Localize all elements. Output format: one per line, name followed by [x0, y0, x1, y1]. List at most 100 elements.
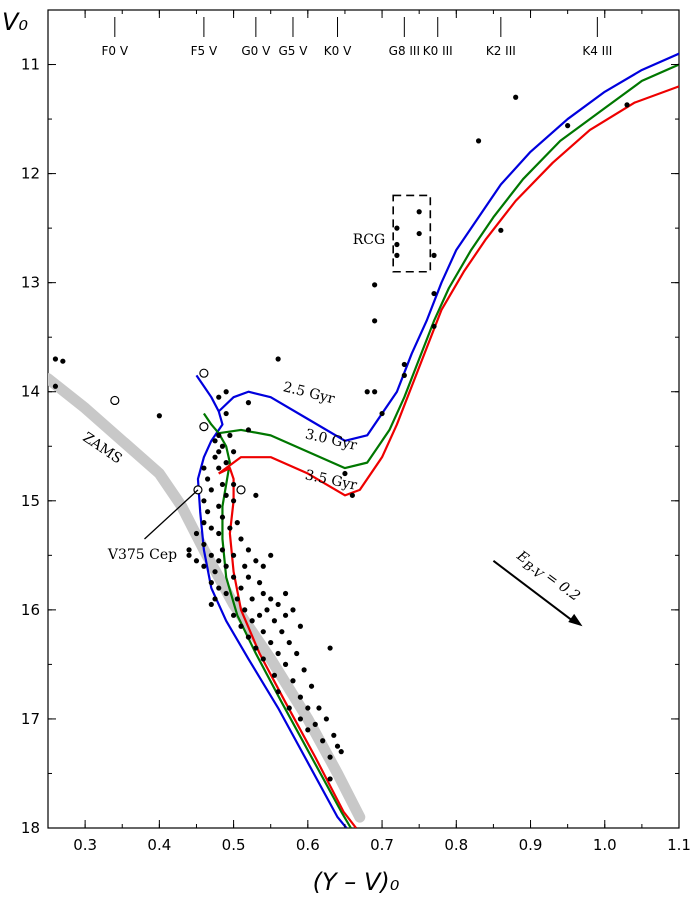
star-point [327, 776, 333, 782]
x-tick-label: 0.7 [370, 836, 394, 854]
star-point [223, 590, 229, 597]
star-point [253, 645, 259, 651]
star-point [208, 601, 214, 608]
star-point [394, 241, 400, 248]
star-point [282, 612, 289, 618]
star-point [253, 558, 259, 564]
star-point [260, 629, 266, 635]
isochrone-label: 3.5 Gyr [304, 467, 359, 494]
spectral-type-labels: F0 V F5 V G0 V G5 V K0 V G8 III K0 III K2 III K4… [102, 17, 612, 58]
star-point [327, 754, 333, 760]
star-point [212, 569, 218, 575]
star-point [401, 361, 407, 368]
star-point [394, 225, 400, 231]
star-point [230, 612, 237, 618]
star-point [256, 612, 263, 618]
star-point [260, 656, 266, 662]
star-point [323, 716, 329, 722]
x-axis-title: (Y – V)₀ [313, 868, 400, 896]
spectral-type-label: K0 III [423, 44, 453, 58]
star-point [249, 596, 255, 602]
star-point [331, 732, 337, 738]
star-point [216, 503, 222, 509]
star-point [212, 438, 218, 444]
y-tick-label: 12 [21, 165, 40, 183]
y-tick-label: 15 [21, 492, 40, 510]
star-point [320, 738, 326, 744]
star-point [312, 721, 318, 727]
star-point [238, 585, 244, 591]
star-point [334, 743, 341, 749]
isochrone-1-giant-branch [218, 63, 679, 470]
x-tick-label: 1.0 [593, 836, 617, 854]
star-point [364, 389, 370, 395]
star-point [245, 634, 252, 640]
star-point [275, 650, 281, 657]
y-tick-label: 14 [21, 383, 40, 401]
star-point [216, 394, 222, 400]
star-point [230, 574, 237, 580]
star-point [208, 487, 214, 493]
star-point [216, 585, 222, 591]
isochrone-label: 2.5 Gyr [281, 379, 336, 407]
star-point [253, 492, 259, 498]
star-point [275, 601, 281, 608]
star-point [201, 563, 207, 569]
star-point [301, 667, 307, 673]
star-point [498, 227, 504, 233]
star-point [372, 318, 378, 324]
star-point [208, 525, 214, 531]
x-tick-label: 0.8 [444, 836, 468, 854]
star-point [52, 383, 59, 389]
reddening-arrow-line [492, 559, 576, 624]
star-point [327, 645, 333, 651]
star-point [342, 470, 348, 477]
axis-ticks: 0.3 0.4 0.5 0.6 0.7 0.8 0.9 1.0 1.1 11 12 13 14 15 16 1… [21, 9, 691, 854]
star-point [242, 563, 248, 569]
rcg-label: RCG [353, 232, 385, 248]
spectral-type-label: F0 V [102, 44, 129, 58]
star-point [212, 596, 218, 602]
y-tick-label: 17 [21, 710, 40, 728]
star-point [212, 454, 218, 460]
x-tick-label: 0.5 [222, 836, 246, 854]
x-tick-label: 0.4 [147, 836, 171, 854]
star-point [416, 230, 422, 237]
star-point [431, 290, 437, 297]
star-point [305, 705, 311, 711]
spectral-type-label: K0 V [324, 44, 352, 58]
star-point [245, 427, 252, 433]
y-axis-title: V₀ [2, 8, 28, 36]
spectral-type-label: G0 V [241, 44, 271, 58]
y-tick-label: 11 [21, 56, 40, 74]
star-point [294, 650, 300, 657]
star-point [156, 413, 162, 419]
star-point [249, 618, 255, 624]
star-point [230, 498, 237, 504]
spectral-type-label: G5 V [278, 44, 308, 58]
isochrone-label: 3.0 Gyr [304, 426, 359, 453]
star-point [52, 356, 59, 362]
star-point [271, 672, 278, 678]
star-point [431, 323, 437, 329]
star-point [193, 530, 200, 537]
star-point [416, 209, 422, 215]
star-point [234, 520, 240, 526]
star-point [242, 607, 248, 613]
star-point [234, 596, 240, 602]
rcg-box [392, 194, 432, 273]
star-point [308, 683, 315, 689]
star-point [565, 123, 571, 129]
star-point [223, 563, 229, 569]
star-point [245, 574, 252, 580]
star-pointer-line [144, 489, 199, 540]
spectral-type-label: K2 III [486, 44, 516, 58]
star-point [219, 443, 226, 449]
isochrone-0-giant-branch [217, 52, 679, 442]
star-point [271, 618, 278, 624]
star-point [297, 623, 303, 629]
star-point [60, 358, 66, 364]
star-point [290, 607, 296, 613]
star-point [230, 481, 237, 488]
star-point [290, 678, 296, 684]
